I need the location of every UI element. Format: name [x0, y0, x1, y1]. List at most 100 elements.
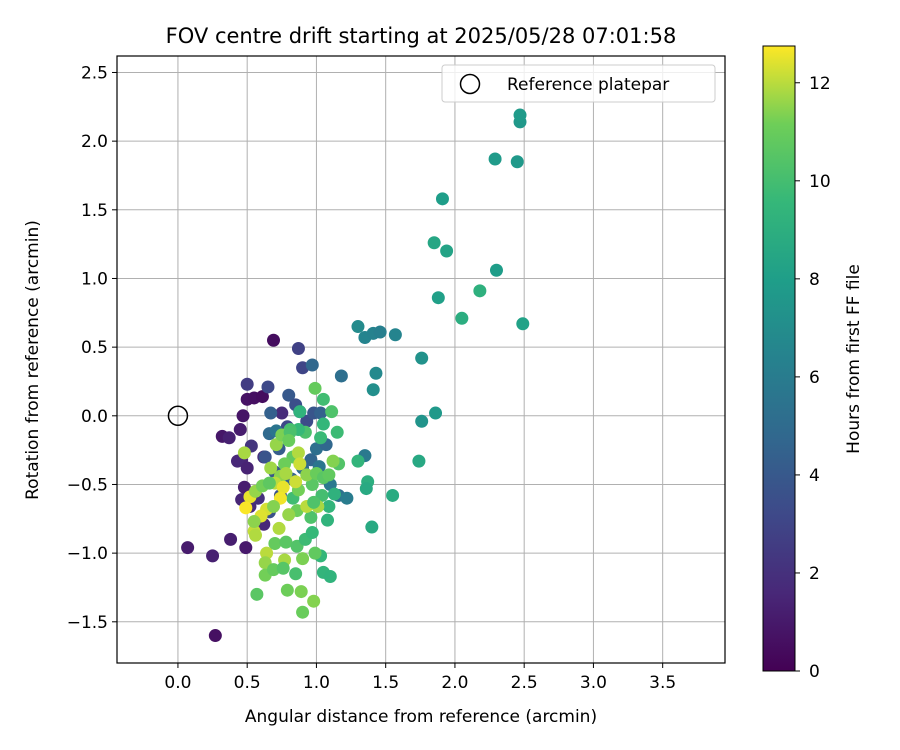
- data-point: [388, 328, 402, 342]
- data-point: [473, 284, 487, 298]
- x-tick-label: 1.5: [372, 673, 399, 693]
- data-point: [322, 468, 336, 482]
- data-point: [222, 431, 236, 445]
- data-point: [248, 528, 262, 542]
- data-point: [431, 291, 445, 305]
- data-point: [307, 594, 321, 608]
- data-point: [237, 480, 251, 494]
- colorbar-tick-label: 8: [809, 270, 820, 290]
- x-axis-ticks: 0.0 0.5 1.0 1.5 2.0 2.5 3.0 3.5: [164, 663, 676, 693]
- x-tick-label: 2.0: [441, 673, 468, 693]
- colorbar-label: Hours from first FF file: [844, 264, 864, 454]
- data-point: [516, 317, 530, 331]
- data-point: [296, 552, 310, 566]
- data-point: [255, 390, 269, 404]
- data-point: [280, 583, 294, 597]
- colorbar-tick-label: 10: [809, 172, 831, 192]
- data-point: [488, 152, 502, 166]
- data-point: [294, 585, 308, 599]
- data-point: [224, 532, 238, 546]
- data-point: [455, 311, 469, 325]
- grid: [117, 56, 725, 663]
- data-point: [282, 388, 296, 402]
- x-tick-label: 0.0: [164, 673, 191, 693]
- data-point: [276, 480, 290, 494]
- y-tick-label: 2.0: [81, 132, 108, 152]
- colorbar: 0 2 4 6 8 10 12 Hours from first FF file: [762, 45, 864, 682]
- data-point: [415, 351, 429, 365]
- data-point: [510, 155, 524, 169]
- data-point: [240, 461, 254, 475]
- x-axis-label: Angular distance from reference (arcmin): [245, 707, 597, 727]
- y-tick-label: 0.0: [81, 407, 108, 427]
- legend: Reference platepar: [441, 64, 716, 103]
- data-point: [427, 236, 441, 250]
- y-tick-label: −0.5: [67, 475, 108, 495]
- data-point: [261, 380, 275, 394]
- data-point: [513, 108, 527, 122]
- data-point: [264, 461, 278, 475]
- colorbar-tick-label: 4: [809, 466, 820, 486]
- y-tick-label: 2.5: [81, 63, 108, 83]
- data-point: [208, 629, 222, 643]
- data-point: [330, 425, 344, 439]
- data-point: [268, 537, 282, 551]
- chart-title: FOV centre drift starting at 2025/05/28 …: [166, 24, 677, 48]
- data-point: [440, 244, 454, 258]
- data-point: [316, 392, 330, 406]
- data-point: [435, 192, 449, 206]
- data-point: [307, 495, 321, 509]
- data-point: [237, 446, 251, 460]
- data-point: [236, 409, 250, 423]
- y-tick-label: 0.5: [81, 338, 108, 358]
- data-point: [322, 499, 336, 513]
- data-point: [325, 405, 339, 419]
- data-point: [282, 508, 296, 522]
- data-point: [206, 549, 220, 563]
- data-point: [258, 450, 272, 464]
- data-point: [276, 561, 290, 575]
- data-point: [293, 405, 307, 419]
- y-tick-label: 1.0: [81, 269, 108, 289]
- data-point: [489, 263, 503, 277]
- data-point: [429, 406, 443, 420]
- data-point: [240, 377, 254, 391]
- data-point: [282, 434, 296, 448]
- data-point: [340, 491, 354, 505]
- data-point: [314, 406, 328, 420]
- colorbar-tick-label: 12: [809, 74, 831, 94]
- data-point: [351, 320, 365, 334]
- data-point: [267, 563, 281, 577]
- data-point: [412, 454, 426, 468]
- data-point: [264, 406, 278, 420]
- data-points: [181, 108, 530, 643]
- data-point: [239, 541, 253, 555]
- data-point: [314, 431, 328, 445]
- y-axis-label: Rotation from reference (arcmin): [23, 220, 43, 500]
- legend-box: [441, 64, 716, 103]
- data-point: [250, 587, 264, 601]
- reference-marker: [167, 405, 189, 427]
- data-point: [300, 468, 314, 482]
- data-point: [269, 438, 283, 452]
- y-tick-label: 1.5: [81, 201, 108, 221]
- data-point: [366, 383, 380, 397]
- data-point: [351, 454, 365, 468]
- reference-point: [167, 405, 189, 427]
- data-point: [291, 446, 305, 460]
- data-point: [239, 501, 253, 515]
- data-point: [262, 476, 276, 490]
- data-point: [373, 325, 387, 339]
- x-tick-label: 3.0: [580, 673, 607, 693]
- colorbar-gradient: [762, 45, 796, 672]
- data-point: [247, 515, 261, 529]
- x-tick-label: 3.5: [649, 673, 676, 693]
- data-point: [291, 342, 305, 356]
- colorbar-tick-label: 0: [809, 662, 820, 682]
- data-point: [316, 417, 330, 431]
- data-point: [275, 406, 289, 420]
- data-point: [279, 466, 293, 480]
- data-point: [308, 546, 322, 560]
- legend-label: Reference platepar: [507, 75, 669, 95]
